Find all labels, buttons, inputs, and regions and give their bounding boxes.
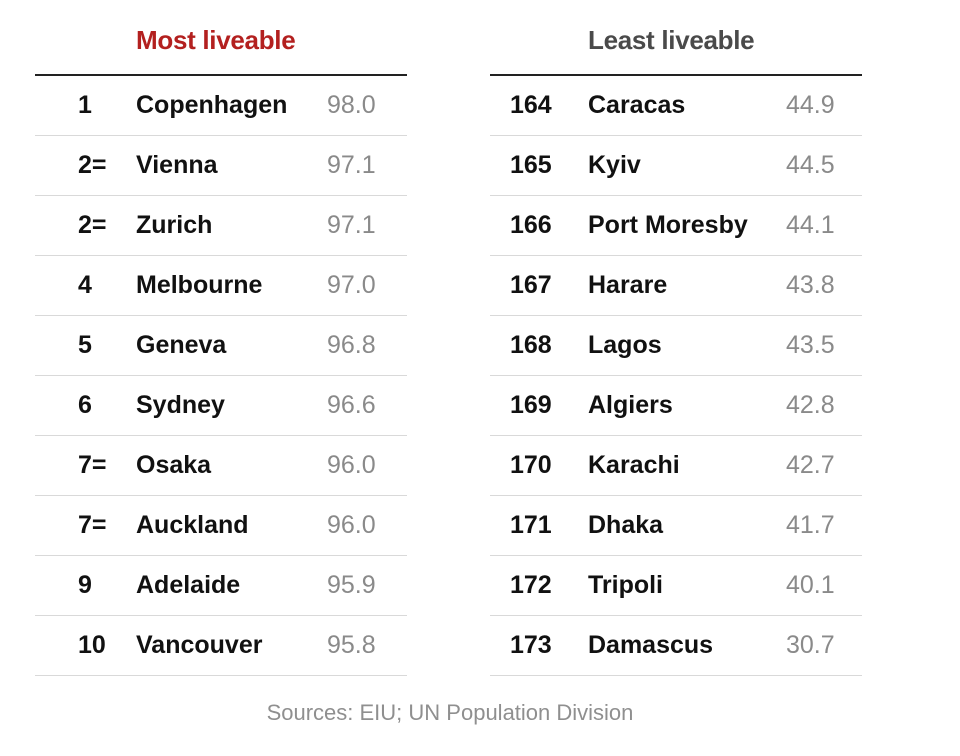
rank-cell: 171	[510, 511, 552, 539]
table-row: 166 Port Moresby 44.1	[490, 196, 862, 256]
rank-cell: 9	[78, 571, 92, 599]
least-liveable-rows: 164 Caracas 44.9 165 Kyiv 44.5 166 Port Moresby…	[490, 76, 862, 676]
table-row: 2= Vienna 97.1	[35, 136, 407, 196]
rank-cell: 5	[78, 331, 92, 359]
score-cell: 43.8	[786, 271, 835, 299]
rank-cell: 10	[78, 631, 106, 659]
table-row: 4 Melbourne 97.0	[35, 256, 407, 316]
city-cell: Dhaka	[588, 511, 664, 539]
table-row: 1 Copenhagen 98.0	[35, 76, 407, 136]
table-row: 170 Karachi 42.7	[490, 436, 862, 496]
city-cell: Port Moresby	[588, 211, 748, 239]
score-cell: 96.0	[327, 451, 376, 479]
score-cell: 97.1	[327, 151, 376, 179]
table-row: 165 Kyiv 44.5	[490, 136, 862, 196]
city-cell: Adelaide	[136, 571, 241, 599]
table-row: 164 Caracas 44.9	[490, 76, 862, 136]
city-cell: Zurich	[136, 211, 213, 239]
most-liveable-rows: 1 Copenhagen 98.0 2= Vienna 97.1 2= Zurich 97.1 4…	[35, 76, 407, 676]
score-cell: 95.9	[327, 571, 376, 599]
city-cell: Kyiv	[588, 151, 641, 179]
score-cell: 98.0	[327, 91, 376, 119]
table-row: 173 Damascus 30.7	[490, 616, 862, 676]
score-cell: 97.0	[327, 271, 376, 299]
score-cell: 42.7	[786, 451, 835, 479]
score-cell: 96.8	[327, 331, 376, 359]
rank-cell: 173	[510, 631, 552, 659]
city-cell: Lagos	[588, 331, 662, 359]
city-cell: Vancouver	[136, 631, 263, 659]
table-row: 167 Harare 43.8	[490, 256, 862, 316]
rank-cell: 7=	[78, 511, 107, 539]
table-row: 10 Vancouver 95.8	[35, 616, 407, 676]
table-row: 2= Zurich 97.1	[35, 196, 407, 256]
title-rule	[490, 74, 862, 76]
city-cell: Auckland	[136, 511, 249, 539]
score-cell: 44.5	[786, 151, 835, 179]
rank-cell: 2=	[78, 151, 107, 179]
table-row: 172 Tripoli 40.1	[490, 556, 862, 616]
title-rule	[35, 74, 407, 76]
rank-cell: 2=	[78, 211, 107, 239]
rank-cell: 172	[510, 571, 552, 599]
table-row: 9 Adelaide 95.9	[35, 556, 407, 616]
least-liveable-table: Least liveable 164 Caracas 44.9 165 Kyiv 44.5…	[490, 18, 862, 676]
score-cell: 40.1	[786, 571, 835, 599]
most-liveable-title: Most liveable	[136, 25, 296, 55]
score-cell: 41.7	[786, 511, 835, 539]
score-cell: 44.9	[786, 91, 835, 119]
table-row: 171 Dhaka 41.7	[490, 496, 862, 556]
rank-cell: 4	[78, 271, 92, 299]
table-row: 7= Auckland 96.0	[35, 496, 407, 556]
table-row: 168 Lagos 43.5	[490, 316, 862, 376]
least-liveable-title: Least liveable	[588, 25, 755, 55]
table-row: 6 Sydney 96.6	[35, 376, 407, 436]
rank-cell: 165	[510, 151, 552, 179]
city-cell: Tripoli	[588, 571, 663, 599]
score-cell: 96.6	[327, 391, 376, 419]
rank-cell: 166	[510, 211, 552, 239]
most-liveable-table: Most liveable 1 Copenhagen 98.0 2= Vienna 97.…	[35, 18, 407, 676]
score-cell: 97.1	[327, 211, 376, 239]
score-cell: 30.7	[786, 631, 835, 659]
city-cell: Geneva	[136, 331, 227, 359]
table-row: 7= Osaka 96.0	[35, 436, 407, 496]
city-cell: Copenhagen	[136, 91, 288, 119]
source-note: Sources: EIU; UN Population Division	[266, 700, 634, 725]
table-row: 169 Algiers 42.8	[490, 376, 862, 436]
rank-cell: 7=	[78, 451, 107, 479]
city-cell: Caracas	[588, 91, 686, 119]
city-cell: Karachi	[588, 451, 680, 479]
score-cell: 42.8	[786, 391, 835, 419]
score-cell: 96.0	[327, 511, 376, 539]
rank-cell: 167	[510, 271, 552, 299]
city-cell: Vienna	[136, 151, 218, 179]
score-cell: 44.1	[786, 211, 835, 239]
rank-cell: 168	[510, 331, 552, 359]
rank-cell: 6	[78, 391, 92, 419]
city-cell: Damascus	[588, 631, 714, 659]
city-cell: Harare	[588, 271, 668, 299]
city-cell: Osaka	[136, 451, 212, 479]
rank-cell: 169	[510, 391, 552, 419]
city-cell: Melbourne	[136, 271, 263, 299]
city-cell: Sydney	[136, 391, 225, 419]
rank-cell: 170	[510, 451, 552, 479]
table-row: 5 Geneva 96.8	[35, 316, 407, 376]
score-cell: 95.8	[327, 631, 376, 659]
city-cell: Algiers	[588, 391, 673, 419]
rank-cell: 164	[510, 91, 552, 119]
score-cell: 43.5	[786, 331, 835, 359]
rank-cell: 1	[78, 91, 92, 119]
